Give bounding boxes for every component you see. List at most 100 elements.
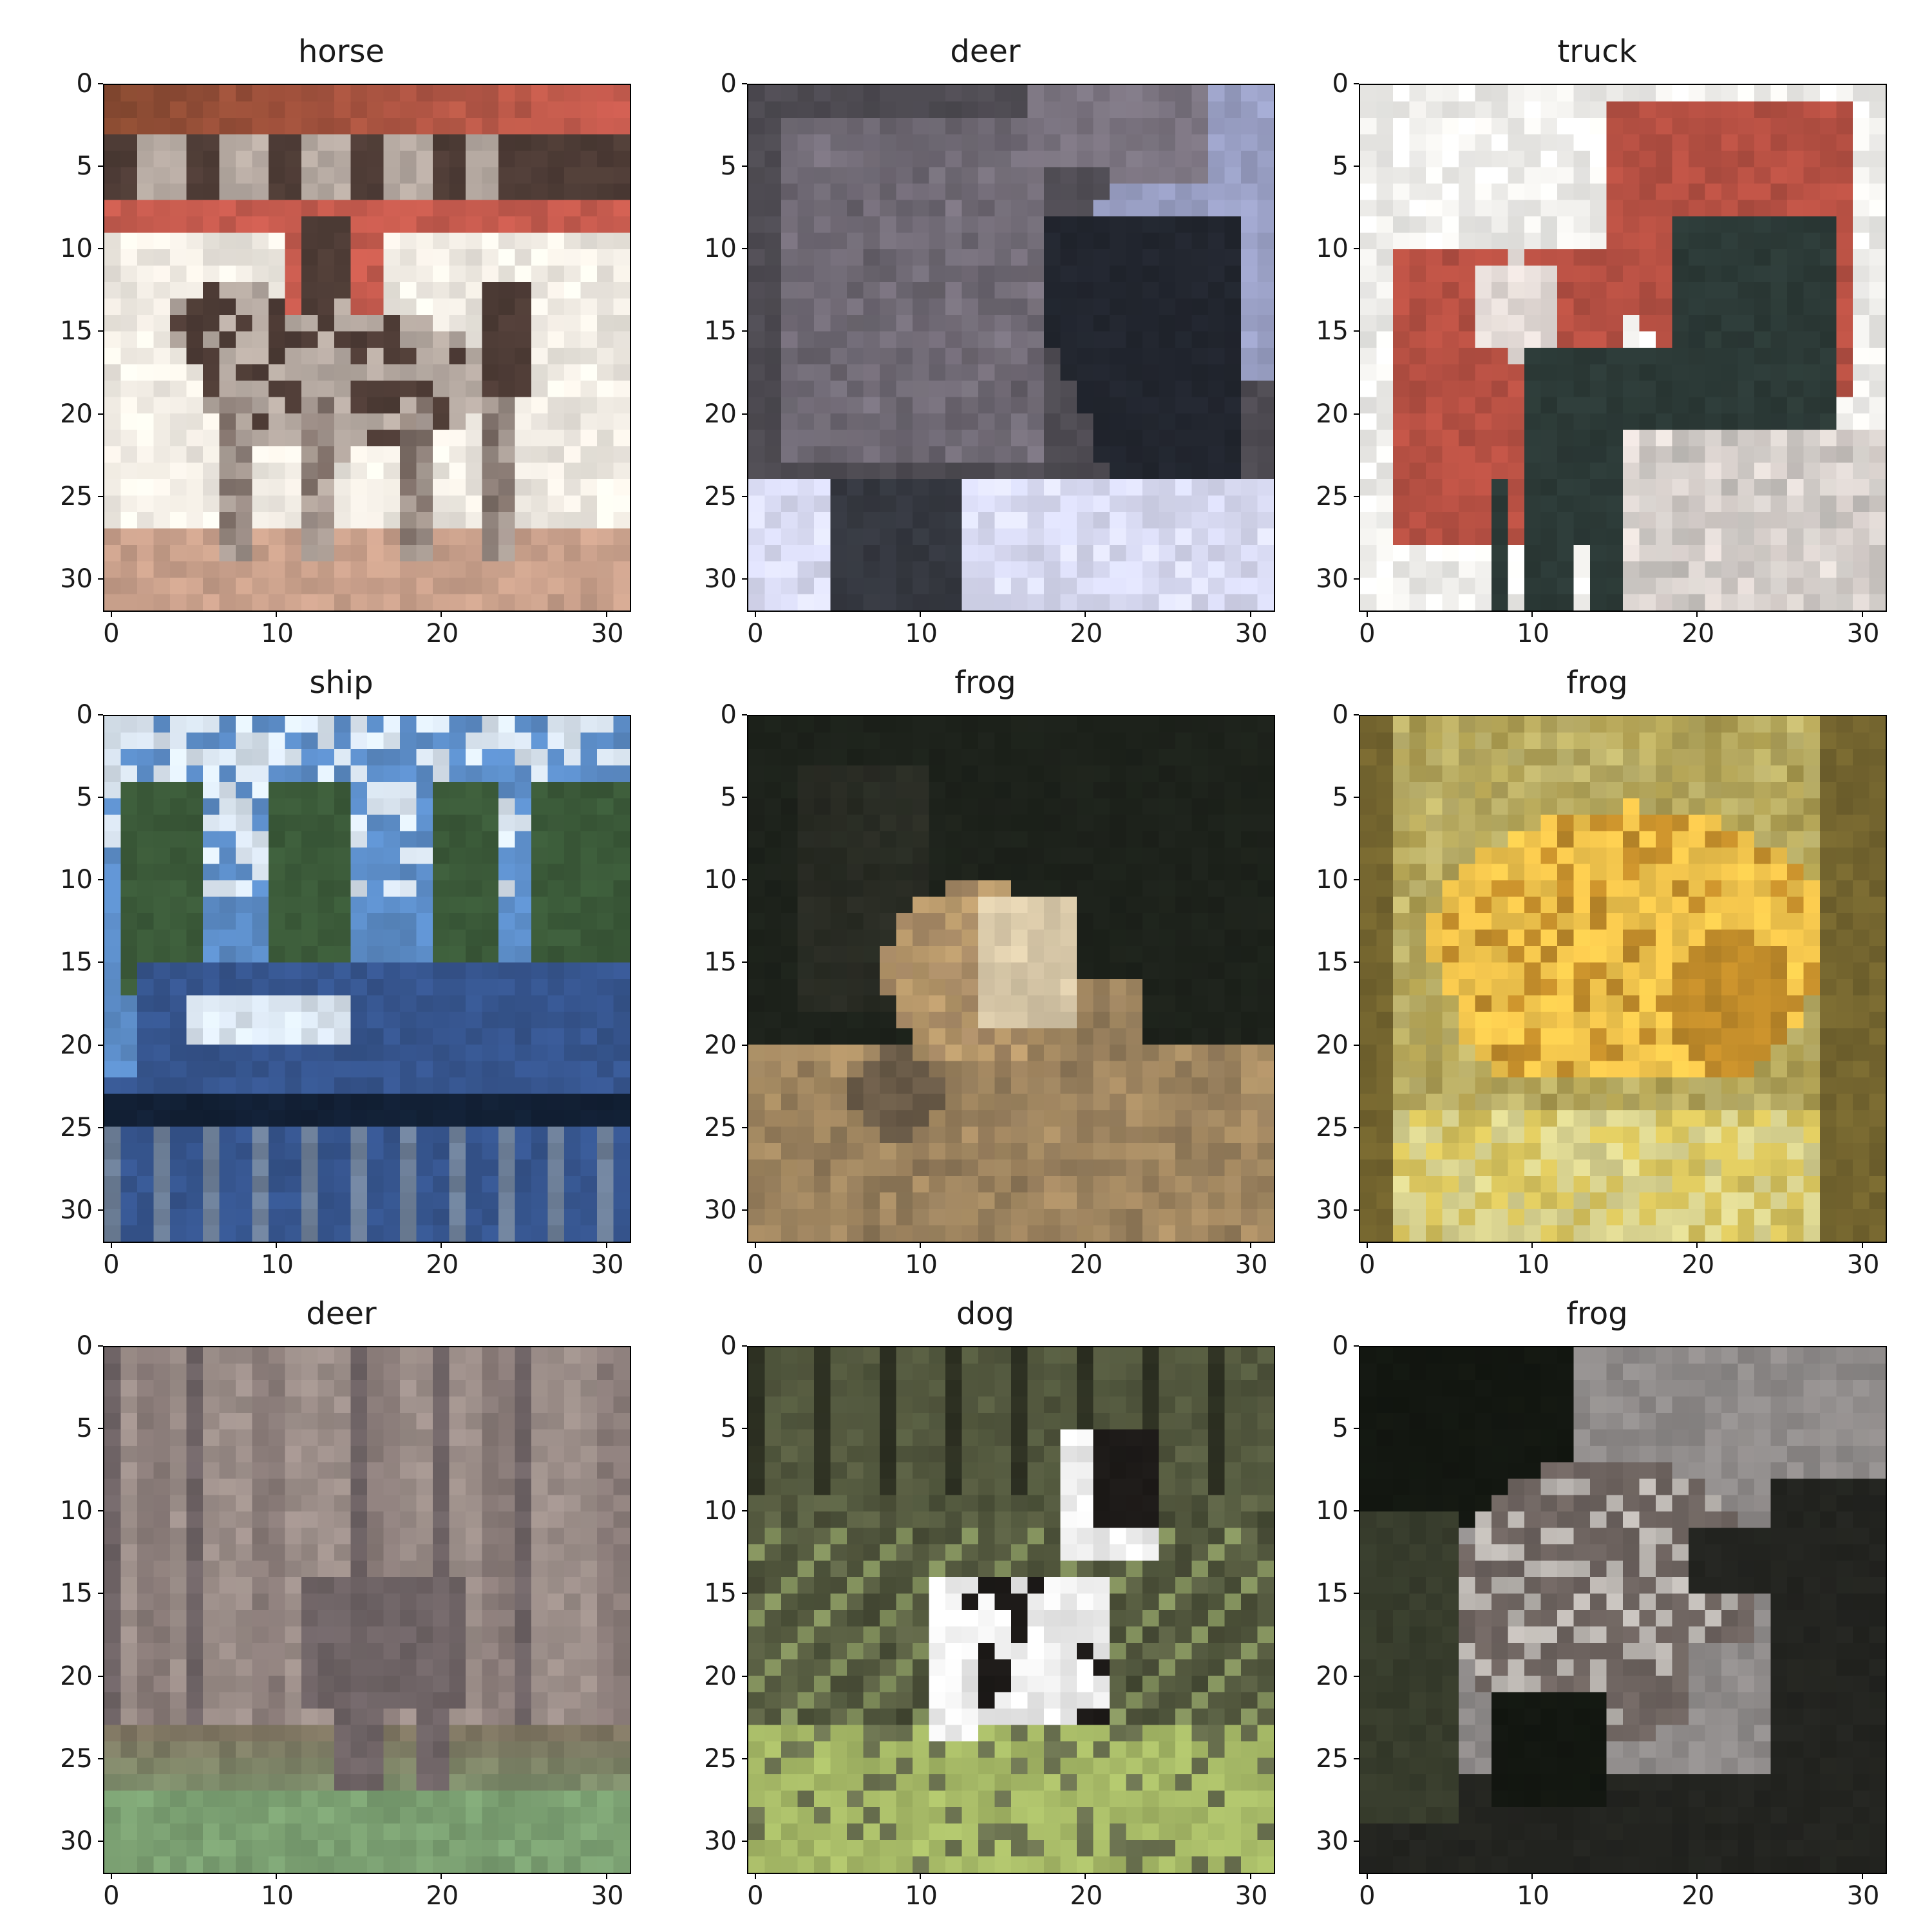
image-pixel <box>1853 528 1870 545</box>
image-pixel <box>466 184 483 201</box>
image-pixel <box>797 381 815 398</box>
image-pixel <box>580 880 598 898</box>
image-pixel <box>433 167 450 184</box>
image-pixel <box>1803 167 1821 184</box>
image-pixel <box>1360 348 1378 365</box>
image-pixel <box>929 864 946 881</box>
image-pixel <box>547 101 565 118</box>
image-pixel <box>383 216 401 234</box>
image-pixel <box>449 1061 466 1078</box>
image-pixel <box>764 528 782 545</box>
image-pixel <box>830 134 848 151</box>
image-pixel <box>1360 101 1378 118</box>
image-pixel <box>1689 413 1706 431</box>
image-pixel <box>350 167 368 184</box>
image-pixel <box>367 446 384 464</box>
image-pixel <box>961 1094 979 1111</box>
image-pixel <box>929 995 946 1012</box>
image-pixel <box>1770 528 1788 545</box>
image-pixel <box>383 512 401 529</box>
image-pixel <box>350 765 368 782</box>
image-pixel <box>1208 462 1226 480</box>
image-pixel <box>945 716 963 734</box>
image-pixel <box>830 413 848 431</box>
image-pixel <box>498 167 516 184</box>
image-pixel <box>863 831 880 848</box>
image-pixel <box>830 216 848 234</box>
image-pixel <box>120 1192 138 1209</box>
image-pixel <box>1175 732 1193 750</box>
image-pixel <box>350 430 368 447</box>
image-pixel <box>1754 298 1772 316</box>
image-pixel <box>1492 495 1509 513</box>
image-pixel <box>613 880 630 898</box>
image-pixel <box>613 413 630 431</box>
image-pixel <box>269 1159 286 1177</box>
x-axis-tick-label: 0 <box>1359 619 1376 649</box>
image-pixel <box>170 446 187 464</box>
image-pixel <box>613 462 630 480</box>
image-pixel <box>170 594 187 611</box>
image-pixel <box>1241 896 1258 914</box>
image-pixel <box>1224 348 1242 365</box>
image-pixel <box>781 765 799 782</box>
image-pixel <box>597 184 614 201</box>
image-pixel <box>433 462 450 480</box>
image-pixel <box>1175 381 1193 398</box>
image-pixel <box>945 1061 963 1078</box>
image-pixel <box>547 1143 565 1160</box>
image-pixel <box>1656 232 1673 250</box>
image-pixel <box>978 962 996 980</box>
image-pixel <box>433 479 450 497</box>
image-pixel <box>433 1077 450 1095</box>
image-pixel <box>1656 331 1673 348</box>
image-pixel <box>137 413 155 431</box>
image-pixel <box>547 282 565 299</box>
image-pixel <box>1208 430 1226 447</box>
image-pixel <box>597 118 614 135</box>
image-pixel <box>236 315 253 332</box>
image-pixel <box>1093 331 1110 348</box>
image-pixel <box>1836 331 1853 348</box>
image-pixel <box>170 1192 187 1209</box>
image-pixel <box>1376 381 1394 398</box>
image-pixel <box>531 298 549 316</box>
image-pixel <box>1492 298 1509 316</box>
image-pixel <box>1011 1094 1028 1111</box>
image-pixel <box>1376 578 1394 595</box>
image-pixel <box>1044 831 1061 848</box>
image-pixel <box>1175 85 1193 102</box>
image-pixel <box>1175 1077 1193 1095</box>
image-pixel <box>896 880 913 898</box>
image-pixel <box>830 913 848 931</box>
image-pixel <box>400 101 417 118</box>
image-pixel <box>1175 167 1193 184</box>
image-pixel <box>515 782 532 799</box>
image-pixel <box>1077 85 1094 102</box>
image-pixel <box>597 167 614 184</box>
image-pixel <box>764 962 782 980</box>
image-pixel <box>1409 151 1426 168</box>
image-pixel <box>814 430 831 447</box>
image-pixel <box>748 249 766 267</box>
image-pixel <box>1126 462 1143 480</box>
image-pixel <box>367 85 384 102</box>
image-pixel <box>1557 85 1575 102</box>
image-pixel <box>847 216 864 234</box>
image-pixel <box>961 765 979 782</box>
image-pixel <box>383 446 401 464</box>
image-pixel <box>416 85 433 102</box>
image-pixel <box>978 716 996 734</box>
image-pixel <box>764 732 782 750</box>
image-pixel <box>1159 979 1176 996</box>
image-pixel <box>416 578 433 595</box>
image-pixel <box>863 462 880 480</box>
image-pixel <box>748 512 766 529</box>
image-pixel <box>1093 298 1110 316</box>
image-pixel <box>153 716 171 734</box>
image-pixel <box>1803 331 1821 348</box>
image-pixel <box>613 1225 630 1242</box>
image-pixel <box>978 265 996 283</box>
image-pixel <box>301 1012 319 1029</box>
image-pixel <box>1492 446 1509 464</box>
